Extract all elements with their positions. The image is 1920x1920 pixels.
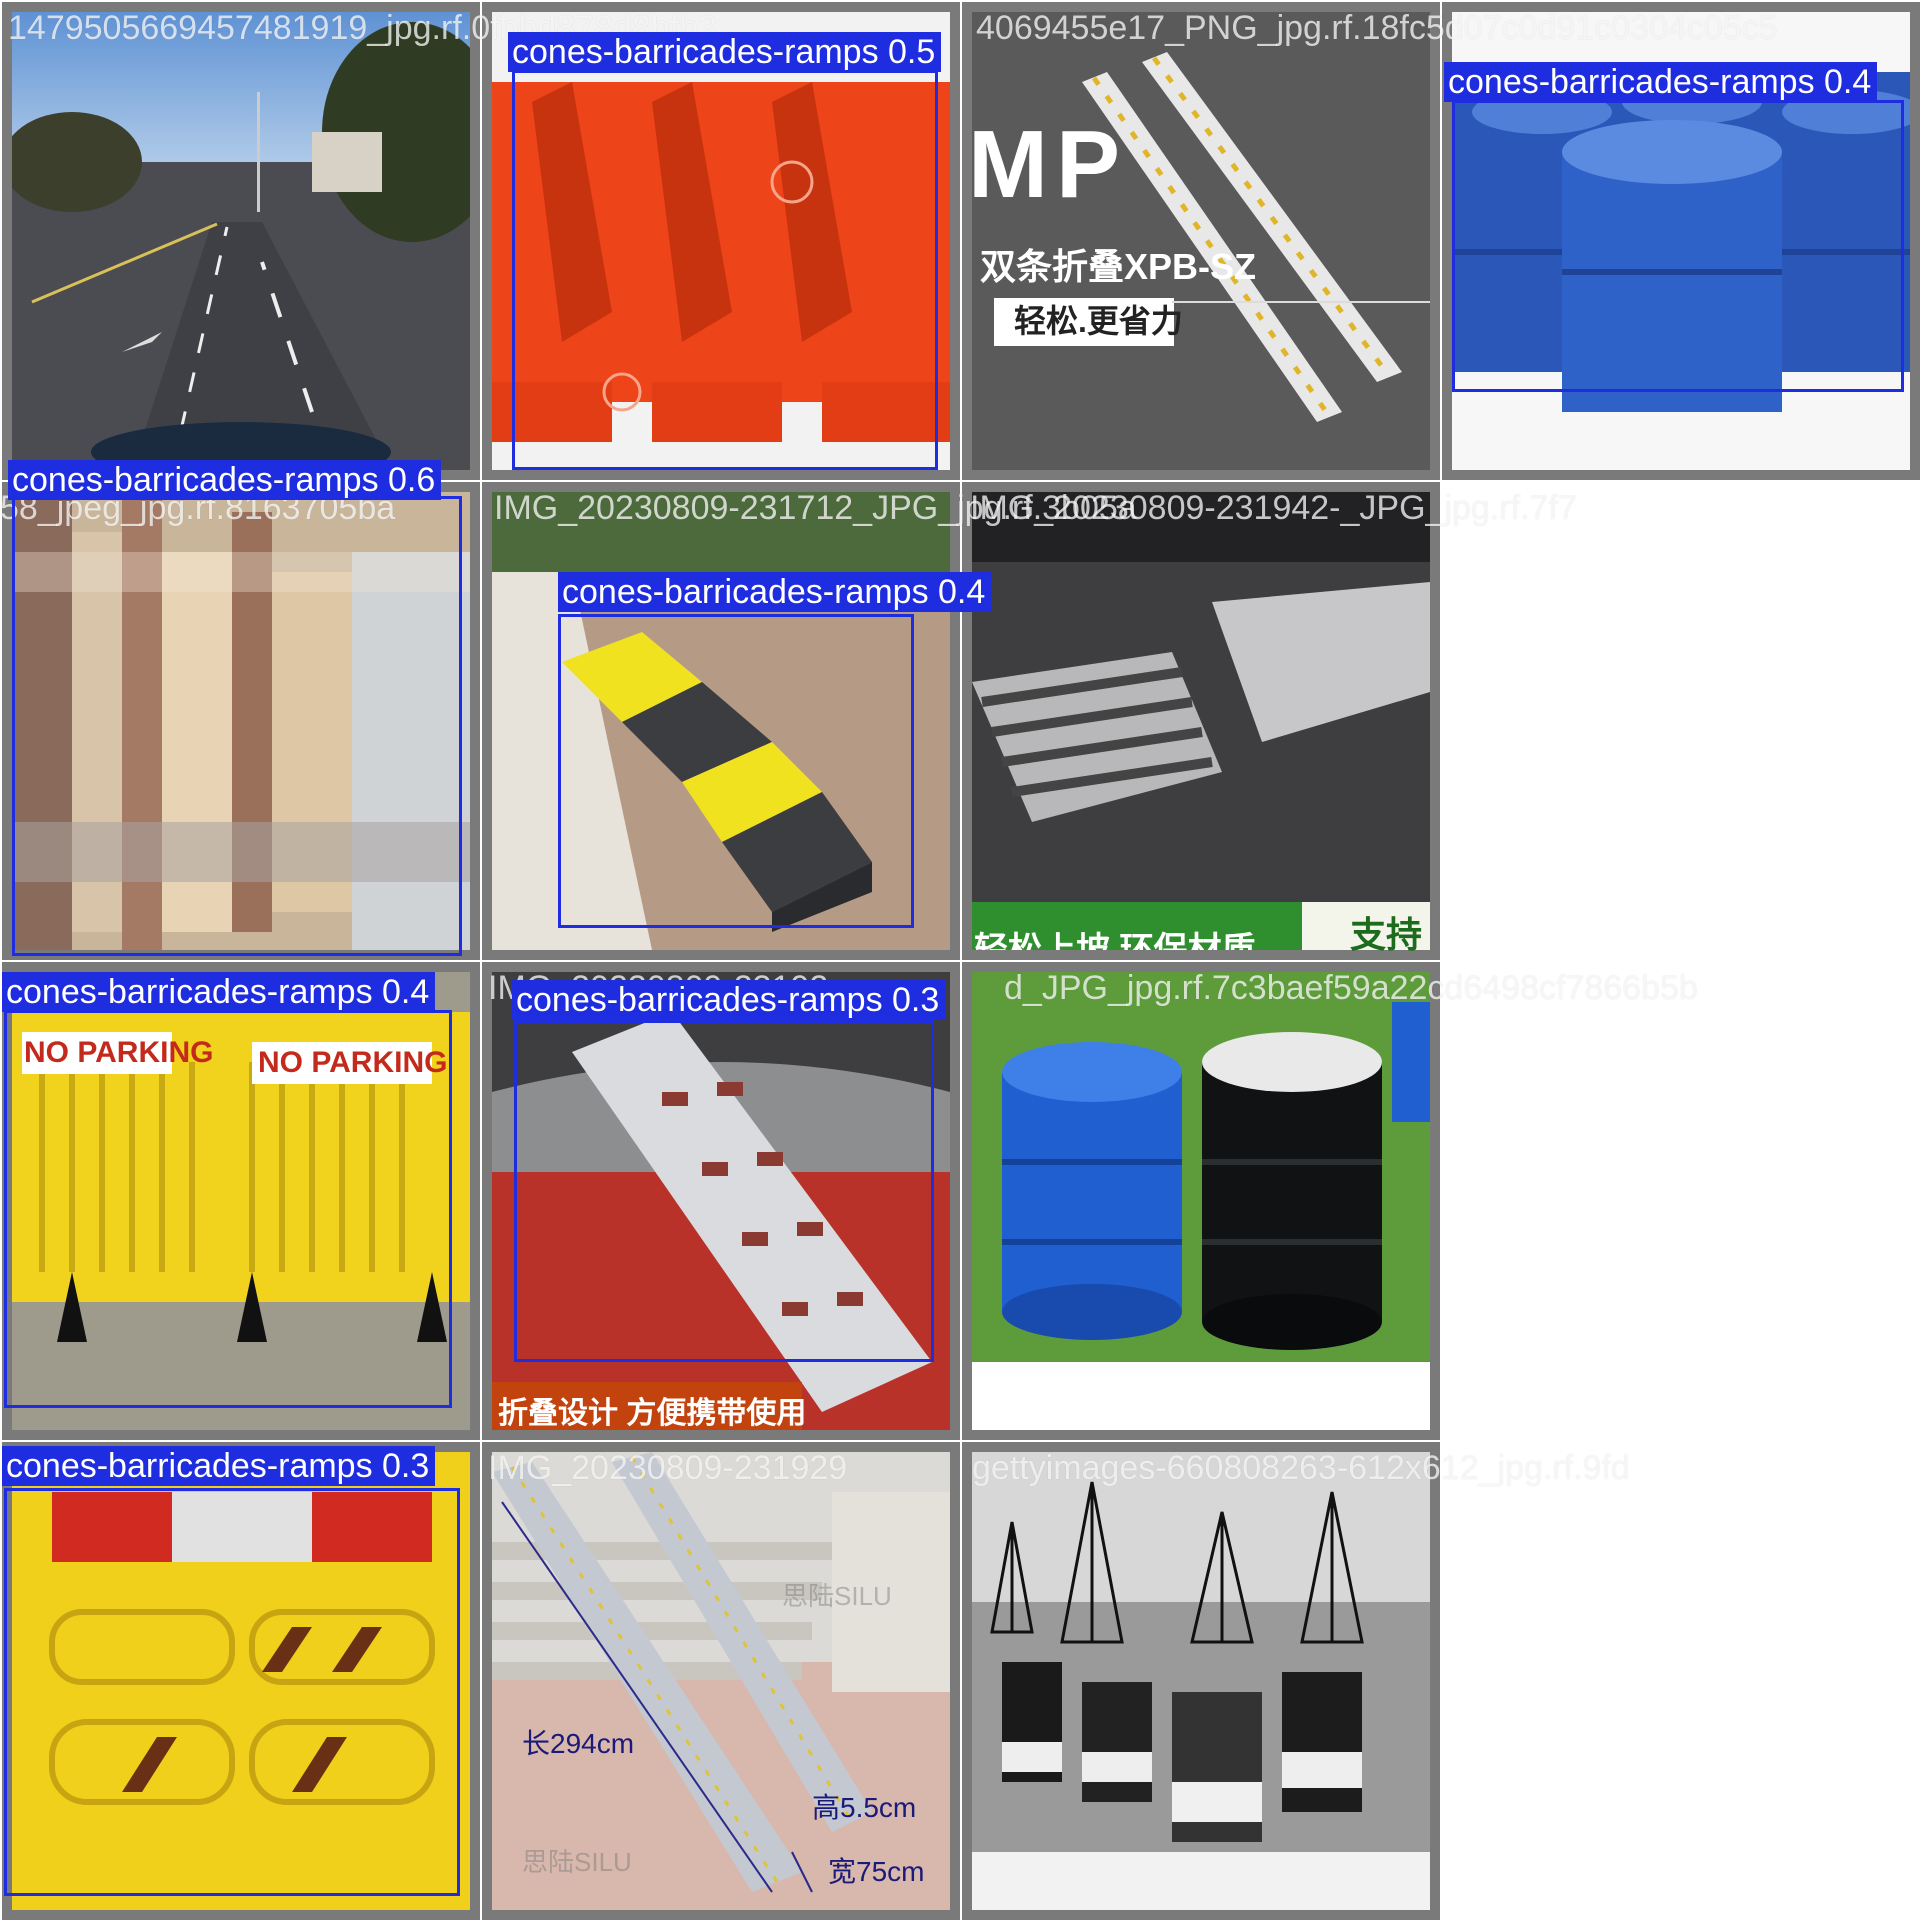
no-parking-sign-1: NO PARKING [24,1036,214,1069]
ramp-ad-mp-text: MP [968,111,1128,218]
tile-no-parking-fences[interactable]: NO PARKING NO PARKING [2,962,480,1440]
tile-pixelated[interactable] [2,482,480,960]
tile-yellow-barrier[interactable] [2,1442,480,1920]
detection-label-blue-drums: cones-barricades-ramps 0.4 [1444,62,1878,102]
aluminum-ramps-support-text: 支持 [1350,914,1423,955]
no-parking-fences-image [12,972,470,1430]
tile-aluminum-ramps[interactable]: 轻松上坡 环保材质 支持 [962,482,1440,960]
filename-caption-3: 4069455e17_PNG_jpg.rf.18fc5d07c0d91c0304… [976,9,1778,47]
no-parking-sign-2: NO PARKING [258,1046,448,1079]
stair-ramps-length-text: 长294cm [522,1728,635,1759]
detection-label-pixelated: cones-barricades-ramps 0.6 [8,460,442,500]
tile-drums-on-grass[interactable] [962,962,1440,1440]
detection-box-pixelated[interactable] [12,496,462,956]
filename-caption-12: IMG_20230809-231929 [488,1449,848,1487]
filename-caption-6: IMG_20230809-231712_JPG_jpg.rf.3b05a [494,489,1137,527]
filename-caption-13: gettyimages-660808263-612x612_jpg.rf.9fd [972,1449,1630,1487]
tile-stair-ramps[interactable]: 长294cm 高5.5cm 宽75cm 思陆SILU 思陆SILU [482,1442,960,1920]
detection-box-no-parking-fences[interactable] [4,1010,452,1408]
detection-box-blue-drums[interactable] [1452,100,1904,392]
red-barricade-image [492,12,950,470]
tile-street[interactable] [2,2,480,480]
detection-label-no-parking-fences: cones-barricades-ramps 0.4 [2,972,436,1012]
stair-ramps-watermark-2: 思陆SILU [522,1847,632,1877]
tile-red-barricade[interactable] [482,2,960,480]
aluminum-ramps-image [972,492,1430,950]
detection-box-car-ramp[interactable] [514,1020,934,1362]
folding-ramp-ad-image [972,12,1430,470]
aluminum-ramps-banner-text: 轻松上坡 环保材质 [974,931,1256,950]
tile-speed-bump[interactable] [482,482,960,960]
drums-on-grass-image [972,972,1430,1430]
tile-vintage-barrels[interactable] [962,1442,1440,1920]
stair-ramps-image [492,1452,950,1910]
detection-label-speed-bump: cones-barricades-ramps 0.4 [558,572,992,612]
tile-folding-ramp-ad[interactable]: MP 双条折叠XPB-SZ 轻松.更省力 [962,2,1440,480]
speed-bump-image [492,492,950,950]
detection-label-red-barricade: cones-barricades-ramps 0.5 [508,32,942,72]
ramp-ad-model-text: 双条折叠XPB-SZ [980,246,1257,287]
car-ramp-banner-text: 折叠设计 方便携带使用 [498,1397,807,1430]
pixelated-image [12,492,470,950]
stair-ramps-width-text: 宽75cm [828,1856,925,1887]
ramp-ad-slogan-text: 轻松.更省力 [1014,303,1183,339]
detection-box-red-barricade[interactable] [512,70,938,470]
yellow-barrier-image [12,1452,470,1910]
detection-box-speed-bump[interactable] [558,614,914,928]
detection-box-yellow-barrier[interactable] [4,1488,460,1896]
filename-caption-7: IMG_20230809-231942-_JPG_jpg.rf.7f7 [970,489,1577,527]
detection-label-yellow-barrier: cones-barricades-ramps 0.3 [2,1446,436,1486]
street-image [12,12,470,470]
detection-label-car-ramp: cones-barricades-ramps 0.3 [512,980,946,1020]
stair-ramps-watermark-1: 思陆SILU [782,1581,892,1611]
stair-ramps-height-text: 高5.5cm [812,1792,917,1823]
vintage-barrels-image [972,1452,1430,1910]
filename-caption-10: d_JPG_jpg.rf.7c3baef59a22cd6498cf7866b5b [1004,969,1698,1007]
